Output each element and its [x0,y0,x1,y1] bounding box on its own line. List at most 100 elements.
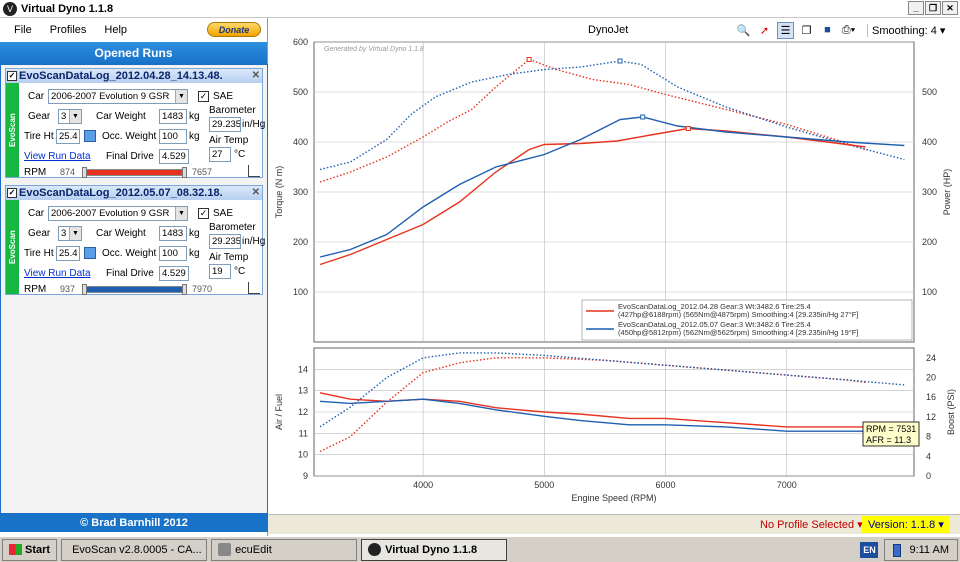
menu-help[interactable]: Help [104,24,128,36]
final-drive-label: Final Drive [106,151,154,162]
version-value: Version: 1.1.8 [868,519,936,531]
sae-label: SAE [213,91,234,102]
copy-icon[interactable]: ❐ [801,24,812,37]
rpm-min-handle[interactable] [82,167,87,178]
task-label: EvoScan v2.8.0005 - CA... [72,543,202,556]
close-button[interactable]: ✕ [942,1,958,15]
start-button[interactable]: Start [2,538,58,561]
car-label: Car [28,91,45,102]
task-label: ecuEdit [235,543,272,556]
gear-select[interactable]: 3 ▼ [58,109,82,124]
run-header[interactable]: ✓ EvoScanDataLog_2012.04.28_14.13.48. ✕ [6,69,262,83]
rpm-label: RPM [24,284,47,295]
battery-icon[interactable] [893,543,902,557]
profile-select[interactable]: No Profile Selected ▾ [760,519,863,531]
runs-list: ✓ EvoScanDataLog_2012.04.28_14.13.48. ✕ … [0,64,268,514]
menu-profiles[interactable]: Profiles [49,24,87,36]
boost-tick-label: 0 [926,471,931,481]
tire-input[interactable]: 25.4 [56,246,80,261]
evoscan-strip: EvoScan [6,83,19,177]
taskbar: Start EvoScan v2.8.0005 - CA... ecuEdit … [0,536,960,562]
run-visible-checkbox[interactable]: ✓ [7,188,17,198]
sae-checkbox[interactable]: ✓ [198,91,209,102]
chart-icon[interactable] [248,282,260,294]
list-icon[interactable]: ☰ [777,21,794,39]
view-run-data-link[interactable]: View Run Data [24,151,91,162]
calculator-icon[interactable] [84,130,96,142]
car-select[interactable]: 2006-2007 Evolution 9 GSR ▼ [48,206,188,221]
close-run-icon[interactable]: ✕ [251,70,260,81]
air-temp-unit: °C [234,149,246,160]
y2-tick-label: 100 [922,287,937,297]
afr-tick-label: 11 [299,428,308,438]
clock[interactable]: 9:11 AM [909,544,949,556]
task-evoscan[interactable]: EvoScan v2.8.0005 - CA... [61,538,208,561]
rpm-label: RPM [24,167,47,178]
rpm-min-value: 937 [60,284,76,294]
print-icon[interactable]: ⎙▾ [841,23,856,36]
close-run-icon[interactable]: ✕ [251,187,260,198]
chart-icon[interactable] [248,165,260,177]
barometer-input[interactable]: 29.235 [209,234,241,249]
barometer-input[interactable]: 29.235 [209,117,241,132]
cursor-readout-box [862,421,920,447]
rpm-max-handle[interactable] [182,284,187,295]
chevron-down-icon: ▼ [69,110,81,123]
task-virtual-dyno[interactable]: Virtual Dyno 1.1.8 [361,538,508,561]
air-temp-input[interactable]: 19 [209,264,231,279]
zoom-icon[interactable]: 🔍 [736,24,751,37]
afr-tick-label: 12 [298,407,308,417]
car-weight-input[interactable]: 1483 [159,109,187,124]
smoothing-value: Smoothing: 4 [872,24,937,37]
version-select[interactable]: Version: 1.1.8 ▾ [862,516,950,533]
run-card: ✓ EvoScanDataLog_2012.04.28_14.13.48. ✕ … [5,68,265,178]
rpm-range-slider[interactable] [84,169,186,176]
chevron-down-icon: ▼ [175,90,187,103]
occ-weight-input[interactable]: 100 [159,246,187,261]
occ-weight-input[interactable]: 100 [159,129,187,144]
view-run-data-link[interactable]: View Run Data [24,268,91,279]
maximize-button[interactable]: ❐ [925,1,941,15]
smoothing-select[interactable]: Smoothing: 4 ▾ [867,23,945,37]
rpm-min-handle[interactable] [82,284,87,295]
tire-label: Tire Ht [24,131,54,142]
menu-bar: File Profiles Help [0,18,267,42]
tire-input[interactable]: 25.4 [56,129,80,144]
menu-file[interactable]: File [14,24,32,36]
run-visible-checkbox[interactable]: ✓ [7,71,17,81]
peak-marker [526,57,532,62]
save-icon[interactable]: ■ [824,24,831,36]
air-temp-input[interactable]: 27 [209,147,231,162]
boost-tick-label: 16 [926,392,936,402]
gear-value: 3 [61,111,67,122]
y-tick-label: 400 [293,137,308,147]
final-drive-input[interactable]: 4.529 [159,149,189,164]
car-select[interactable]: 2006-2007 Evolution 9 GSR ▼ [48,89,188,104]
line-tool-icon[interactable]: ➚ [759,24,770,37]
calculator-icon[interactable] [84,247,96,259]
language-indicator[interactable]: EN [860,542,879,558]
peak-marker [640,114,646,120]
run-card: ✓ EvoScanDataLog_2012.05.07_08.32.18. ✕ … [5,185,265,295]
y2-tick-label: 400 [922,137,937,147]
power-axis-label: Power (HP) [942,169,952,216]
run-header[interactable]: ✓ EvoScanDataLog_2012.05.07_08.32.18. ✕ [6,186,262,200]
rpm-range-slider[interactable] [84,286,186,293]
gear-label: Gear [28,111,51,122]
gear-select[interactable]: 3 ▼ [58,226,82,241]
boost-axis-label: Boost (PSI) [946,389,956,435]
car-weight-input[interactable]: 1483 [159,226,187,241]
afr-tick-label: 13 [298,386,308,396]
final-drive-input[interactable]: 4.529 [159,266,189,281]
minimize-button[interactable]: _ [908,1,924,15]
occ-weight-label: Occ. Weight [102,248,157,259]
donate-button[interactable]: Donate [207,22,261,37]
profile-value: No Profile Selected [760,519,855,531]
sae-checkbox[interactable]: ✓ [198,208,209,219]
rpm-max-handle[interactable] [182,167,187,178]
task-ecuedit[interactable]: ecuEdit [211,538,358,561]
clock-area: 9:11 AM [884,539,958,561]
chevron-down-icon: ▼ [175,207,187,220]
y-tick-label: 500 [293,87,308,97]
